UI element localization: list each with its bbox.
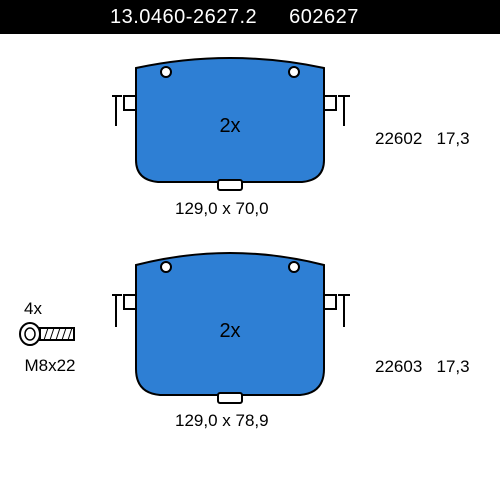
bolt-svg [18,319,82,349]
pad-top-side-label: 22602 17,3 [375,129,470,149]
pad-bottom-code: 22603 [375,357,422,376]
pad-top-qty: 2x [219,115,240,137]
pad-top-pin-left [124,96,136,110]
brake-pad-top-block: 2x 22602 17,3 129,0 x 70,0 [100,54,360,209]
short-code: 602627 [289,6,359,29]
pad-top-code: 22602 [375,129,422,148]
header-bar: 13.0460-2627.2 602627 [0,0,500,34]
pad-bottom-side-label: 22603 17,3 [375,357,470,377]
brake-pad-bottom-block: 2x 22603 17,3 129,0 x 78,9 [100,249,360,424]
pad-bottom-thick: 17,3 [436,357,469,376]
brake-pad-bottom-svg: 2x [100,249,360,424]
bolt-qty: 4x [18,299,82,319]
brake-pad-top-svg: 2x [100,54,360,209]
bolt-spec: M8x22 [18,356,82,376]
pad-bottom-pin-left [124,295,136,309]
pad-top-rivet-l [161,67,171,77]
pad-bottom-rivet-l [161,262,171,272]
bolt-block: 4x M8x22 [18,299,82,376]
pad-top-pin-right [324,96,336,110]
part-number: 13.0460-2627.2 [110,6,257,29]
pad-bottom-bump [218,393,242,403]
pad-top-dims: 129,0 x 70,0 [175,199,269,219]
pad-top-thick: 17,3 [436,129,469,148]
pad-bottom-pin-right [324,295,336,309]
diagram-area: 2x 22602 17,3 129,0 x 70,0 2x [0,34,500,500]
pad-bottom-qty: 2x [219,320,240,342]
pad-bottom-dims: 129,0 x 78,9 [175,411,269,431]
pad-bottom-rivet-r [289,262,299,272]
pad-top-bump [218,180,242,190]
pad-top-rivet-r [289,67,299,77]
